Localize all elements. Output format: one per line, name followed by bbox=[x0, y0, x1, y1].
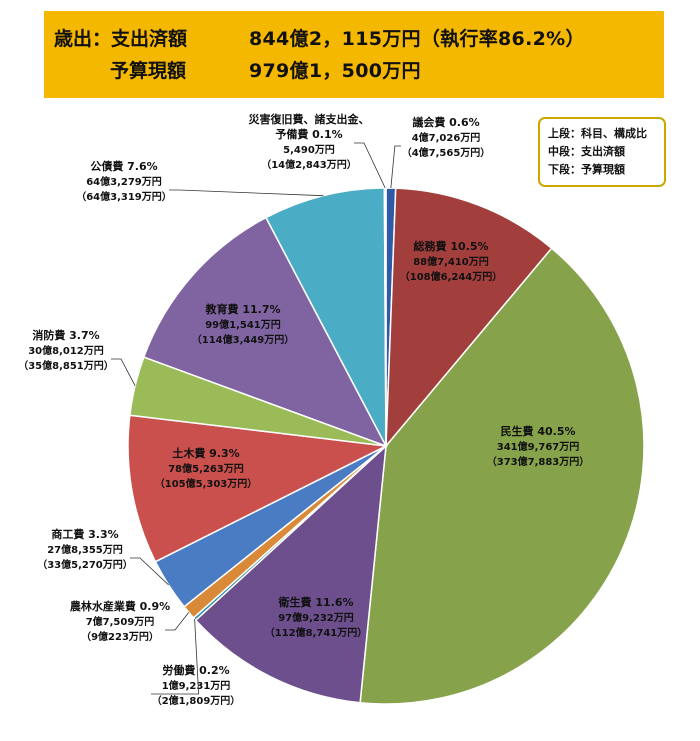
data-label-slice-5: 労働費 0.2% 1億9,231万円 （2億1,809万円） bbox=[152, 663, 241, 707]
leader-line-slice-7 bbox=[130, 557, 169, 586]
label-slice-1-budget: （4億7,565万円） bbox=[402, 146, 491, 159]
label-slice-1-name: 議会費 0.6% bbox=[412, 115, 479, 129]
label-slice-9-budget: （35億8,851万円） bbox=[18, 359, 114, 372]
label-slice-3-spent: 341億9,767万円 bbox=[497, 440, 580, 453]
data-label-slice-12: 災害復旧費、諸支出金、予備費 0.1% 5,490万円 （14億2,843万円） bbox=[248, 112, 370, 171]
expenditure-label: 歳出：支出済額 bbox=[54, 28, 188, 50]
label-slice-7-budget: （33億5,270万円） bbox=[37, 558, 133, 571]
data-label-slice-1: 議会費 0.6% 4億7,026万円 （4億7,565万円） bbox=[402, 115, 491, 159]
label-slice-11-budget: （64億3,319万円） bbox=[76, 190, 172, 203]
pie-slice-4 bbox=[194, 444, 387, 704]
label-slice-4-budget: （112億8,741万円） bbox=[265, 626, 368, 639]
label-slice-2-name: 総務費 10.5% bbox=[414, 239, 489, 253]
summary-banner: 歳出：支出済額 844億2，115万円（執行率86.2%） 予算現額 979億1… bbox=[44, 11, 664, 98]
leader-line-slice-12 bbox=[354, 142, 386, 189]
label-slice-5-budget: （2億1,809万円） bbox=[152, 694, 241, 707]
label-slice-8-name: 土木費 9.3% bbox=[172, 446, 239, 460]
pie-slice-2 bbox=[385, 187, 553, 449]
data-label-slice-4: 衛生費 11.6% 97億9,232万円 （112億8,741万円） bbox=[265, 595, 368, 639]
data-label-slice-10: 教育費 11.7% 99億1,541万円 （114億3,449万円） bbox=[192, 302, 295, 346]
label-slice-2-spent: 88億7,410万円 bbox=[413, 255, 489, 268]
label-slice-8-budget: （105億5,303万円） bbox=[155, 477, 258, 490]
data-label-slice-8: 土木費 9.3% 78億5,263万円 （105億5,303万円） bbox=[155, 446, 258, 490]
data-label-slice-3: 民生費 40.5% 341億9,767万円 （373億7,883万円） bbox=[487, 424, 590, 468]
data-label-slice-7: 商工費 3.3% 27億8,355万円 （33億5,270万円） bbox=[37, 527, 133, 571]
label-slice-11-spent: 64億3,279万円 bbox=[86, 175, 162, 188]
data-label-slice-2: 総務費 10.5% 88億7,410万円 （108億6,244万円） bbox=[400, 239, 503, 283]
label-slice-6-budget: （9億223万円） bbox=[81, 630, 159, 643]
label-slice-12-spent: 5,490万円 bbox=[283, 144, 335, 156]
pie-slice-8 bbox=[127, 414, 389, 563]
leader-line-slice-11 bbox=[169, 189, 324, 197]
label-slice-12-budget: （14億2,843万円） bbox=[261, 158, 357, 171]
legend-line-bottom: 下段：予算現額 bbox=[548, 163, 625, 176]
label-slice-11-name: 公債費 7.6% bbox=[90, 159, 157, 173]
label-slice-9-spent: 30億8,012万円 bbox=[28, 344, 104, 357]
label-slice-6-name: 農林水産業費 0.9% bbox=[70, 599, 170, 613]
leader-line-slice-5 bbox=[151, 619, 200, 695]
data-label-slice-11: 公債費 7.6% 64億3,279万円 （64億3,319万円） bbox=[76, 159, 172, 203]
label-slice-10-spent: 99億1,541万円 bbox=[205, 318, 281, 331]
legend-line-top: 上段：科目、構成比 bbox=[548, 127, 647, 140]
label-slice-5-name: 労働費 0.2% bbox=[162, 663, 229, 677]
label-slice-1-spent: 4億7,026万円 bbox=[412, 131, 481, 144]
label-slice-9-name: 消防費 3.7% bbox=[32, 328, 99, 342]
label-slice-12-name: 災害復旧費、諸支出金、 bbox=[248, 112, 370, 126]
label-slice-5-spent: 1億9,231万円 bbox=[162, 679, 231, 692]
label-legend-box: 上段：科目、構成比 中段：支出済額 下段：予算現額 bbox=[538, 117, 666, 187]
data-label-slice-9: 消防費 3.7% 30億8,012万円 （35億8,851万円） bbox=[18, 328, 114, 372]
label-slice-7-spent: 27億8,355万円 bbox=[47, 543, 123, 556]
label-slice-2-budget: （108億6,244万円） bbox=[400, 270, 503, 283]
label-slice-12-name-cont: 予備費 0.1% bbox=[275, 127, 342, 141]
leader-line-slice-6 bbox=[165, 612, 190, 631]
label-slice-6-spent: 7億7,509万円 bbox=[86, 615, 155, 628]
label-slice-10-name: 教育費 11.7% bbox=[205, 302, 281, 316]
budget-label: 予算現額 bbox=[110, 60, 187, 82]
legend-line-middle: 中段：支出済額 bbox=[548, 145, 625, 158]
label-slice-7-name: 商工費 3.3% bbox=[51, 527, 118, 541]
label-slice-8-spent: 78億5,263万円 bbox=[168, 462, 244, 475]
pie-slice-11 bbox=[264, 187, 387, 447]
leader-line-slice-9 bbox=[111, 358, 136, 386]
label-slice-4-spent: 97億9,232万円 bbox=[278, 611, 354, 624]
pie-slice-3 bbox=[359, 247, 645, 705]
label-slice-3-name: 民生費 40.5% bbox=[501, 424, 576, 438]
expenditure-value: 844億2，115万円（執行率86.2%） bbox=[249, 28, 585, 50]
label-slice-10-budget: （114億3,449万円） bbox=[192, 333, 295, 346]
pie-slice-10 bbox=[142, 216, 388, 448]
label-slice-4-name: 衛生費 11.6% bbox=[278, 595, 354, 609]
data-label-slice-6: 農林水産業費 0.9% 7億7,509万円 （9億223万円） bbox=[70, 599, 170, 643]
label-slice-3-budget: （373億7,883万円） bbox=[487, 455, 590, 468]
budget-value: 979億1，500万円 bbox=[249, 60, 421, 82]
leader-line-slice-1 bbox=[390, 145, 401, 189]
